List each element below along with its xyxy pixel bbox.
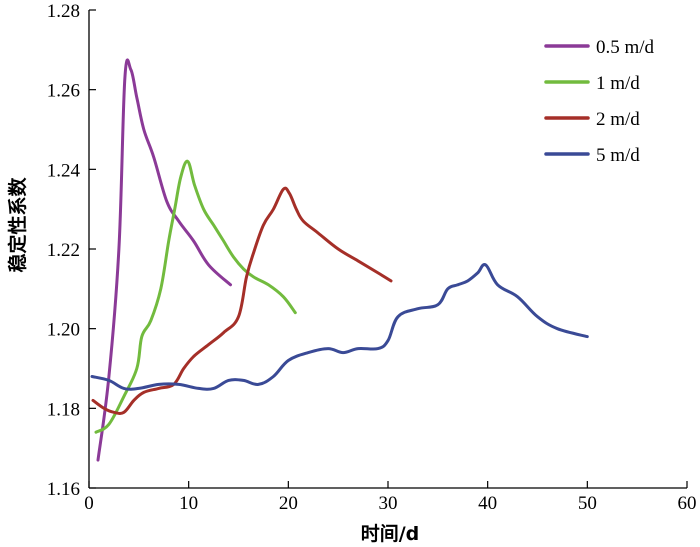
y-tick-label: 1.22	[47, 240, 80, 261]
y-tick-label: 1.26	[47, 81, 80, 102]
series-line-3	[91, 186, 393, 415]
x-tick-label: 0	[84, 493, 94, 514]
y-tick-label: 1.16	[47, 479, 80, 500]
legend-label: 2 m/d	[596, 109, 640, 130]
series-line-1	[96, 58, 232, 462]
plot-area	[90, 58, 589, 462]
x-tick-label: 10	[179, 493, 198, 514]
legend-label: 1 m/d	[596, 73, 640, 94]
x-tick-label: 40	[478, 493, 497, 514]
series-line-2	[94, 159, 297, 434]
y-tick-label: 1.28	[47, 1, 80, 22]
legend-label: 0.5 m/d	[596, 37, 655, 58]
x-tick-label: 50	[578, 493, 597, 514]
x-ticks: 0 10 20 30 40 50 60	[84, 481, 697, 514]
x-tick-label: 20	[279, 493, 298, 514]
y-tick-label: 1.24	[47, 160, 81, 181]
y-ticks: 1.16 1.18 1.20 1.22 1.24 1.26 1.28	[47, 1, 96, 500]
x-axis-title: 时间/d	[361, 523, 420, 545]
y-tick-label: 1.18	[47, 399, 80, 420]
y-tick-label: 1.20	[47, 320, 80, 341]
y-axis-title: 稳定性系数	[6, 177, 29, 273]
series-line-4	[90, 263, 589, 391]
legend: 0.5 m/d 1 m/d 2 m/d 5 m/d	[544, 37, 655, 166]
legend-label: 5 m/d	[596, 145, 640, 166]
x-tick-label: 30	[379, 493, 398, 514]
x-tick-label: 60	[678, 493, 697, 514]
